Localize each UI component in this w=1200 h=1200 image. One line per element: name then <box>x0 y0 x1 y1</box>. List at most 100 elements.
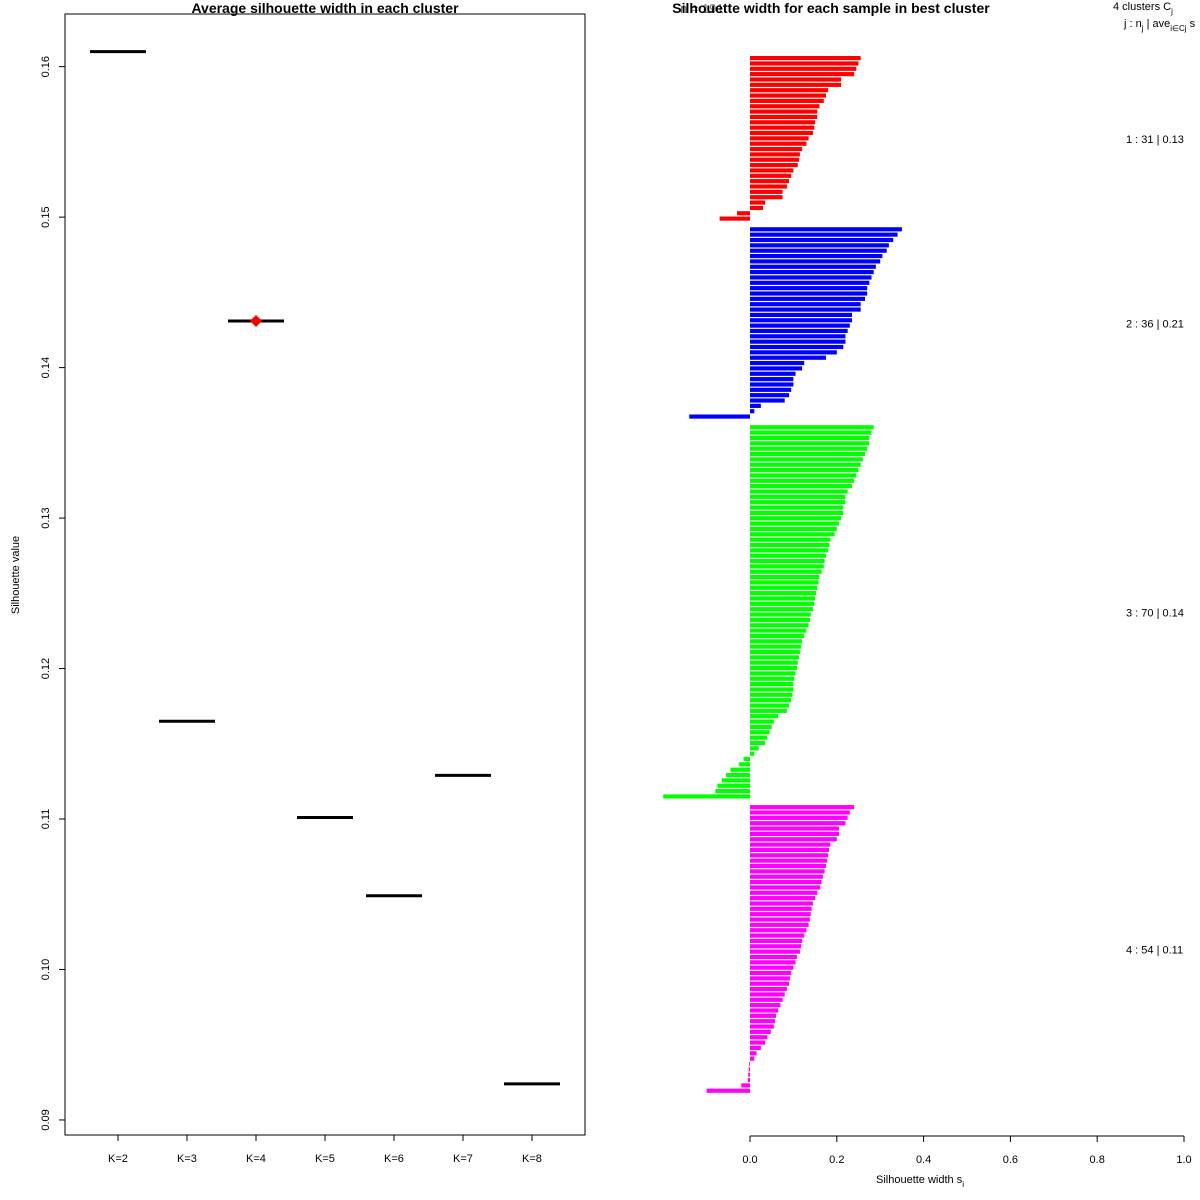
silhouette-bar <box>736 211 750 216</box>
silhouette-bar <box>750 366 803 371</box>
left-x-axis: K=2 K=3 K=4 K=5 K=6 K=7 K=8 <box>108 1135 542 1165</box>
silhouette-bar <box>750 1019 776 1024</box>
left-x-tick-label: K=7 <box>453 1153 473 1165</box>
silhouette-bar <box>750 644 802 649</box>
right-x-tick-label: 0.2 <box>829 1154 844 1166</box>
silhouette-bar <box>750 307 861 312</box>
silhouette-bar <box>719 216 750 221</box>
right-bars <box>663 56 902 1093</box>
silhouette-bar <box>750 98 824 103</box>
silhouette-bar <box>750 93 826 98</box>
silhouette-bar <box>750 1013 777 1018</box>
silhouette-bar <box>750 489 848 494</box>
silhouette-bar <box>750 360 805 366</box>
silhouette-bar <box>750 751 755 756</box>
silhouette-bar <box>750 280 870 285</box>
silhouette-bar <box>750 275 872 280</box>
silhouette-bar <box>750 195 783 200</box>
silhouette-bar <box>750 633 805 639</box>
left-y-tick-label: 0.14 <box>40 357 52 378</box>
silhouette-bar <box>750 302 861 307</box>
silhouette-bar <box>750 944 802 949</box>
silhouette-bar <box>750 136 809 141</box>
silhouette-bar <box>750 88 829 93</box>
left-chart-title: Average silhouette width in each cluster <box>191 0 459 16</box>
silhouette-bar <box>750 532 835 537</box>
left-y-tick-label: 0.10 <box>40 959 52 980</box>
silhouette-bar <box>750 200 766 205</box>
silhouette-bar <box>750 580 819 585</box>
silhouette-bar <box>750 473 857 478</box>
right-x-axis-label: Silhouette width si <box>876 1174 964 1189</box>
silhouette-bar <box>750 1051 757 1056</box>
left-y-tick-label: 0.09 <box>40 1109 52 1130</box>
silhouette-bar <box>750 371 796 376</box>
silhouette-bar <box>750 682 794 687</box>
silhouette-bar <box>750 660 798 665</box>
legend-header-1-main: 4 clusters C <box>1113 1 1171 13</box>
right-x-tick-label: 0.0 <box>742 1154 757 1166</box>
silhouette-bar <box>750 318 852 323</box>
left-x-tick-label: K=4 <box>246 1153 266 1165</box>
legend-header-line-1: 4 clusters Cj <box>1113 1 1173 16</box>
silhouette-bar <box>750 72 855 77</box>
silhouette-bar <box>750 628 807 633</box>
silhouette-bar <box>750 960 796 965</box>
silhouette-bar <box>750 152 800 157</box>
silhouette-bar <box>750 981 790 986</box>
silhouette-bar <box>750 56 861 61</box>
left-y-axis: 0.09 0.10 0.11 0.12 0.13 0.14 0.15 0.16 <box>40 56 65 1131</box>
silhouette-bar <box>750 735 768 740</box>
silhouette-bar <box>750 248 887 253</box>
silhouette-bar <box>750 526 837 532</box>
silhouette-bar <box>721 778 750 783</box>
right-x-tick-label: 0.6 <box>1003 1154 1018 1166</box>
silhouette-bar <box>750 976 790 981</box>
silhouette-bar <box>750 312 852 317</box>
silhouette-bar <box>750 965 794 970</box>
right-title-overlap-text: n = 191 <box>680 1 724 16</box>
silhouette-bar <box>750 355 826 360</box>
silhouette-bar <box>750 746 759 751</box>
silhouette-bar <box>750 227 902 232</box>
silhouette-bar <box>750 462 861 467</box>
cluster-summary-label: 3 : 70 | 0.14 <box>1126 607 1184 619</box>
silhouette-bar <box>750 906 812 911</box>
silhouette-bar <box>750 457 863 462</box>
silhouette-bar <box>750 291 868 296</box>
silhouette-bar <box>750 168 794 173</box>
silhouette-bar <box>750 687 794 692</box>
silhouette-bar <box>750 649 800 655</box>
silhouette-bar <box>748 1067 750 1072</box>
silhouette-bar <box>750 970 792 976</box>
silhouette-bar <box>750 510 844 515</box>
silhouette-bar <box>750 505 844 510</box>
silhouette-bar <box>750 484 852 489</box>
right-x-tick-label: 0.8 <box>1090 1154 1105 1166</box>
silhouette-bar <box>750 655 800 660</box>
silhouette-bar <box>750 831 839 836</box>
legend-header-2-rest: | ave <box>1144 18 1171 30</box>
silhouette-bar <box>750 146 803 152</box>
right-x-tick-label: 0.4 <box>916 1154 931 1166</box>
silhouette-bar <box>750 1024 774 1029</box>
left-panel: Average silhouette width in each cluster… <box>10 0 586 1165</box>
silhouette-bar <box>750 885 821 890</box>
legend-header-2-tail: s <box>1187 18 1196 30</box>
silhouette-bar <box>750 77 842 82</box>
silhouette-bar <box>750 296 866 301</box>
left-x-tick-label: K=2 <box>108 1153 128 1165</box>
silhouette-bar <box>749 1061 750 1067</box>
left-y-axis-label: Silhouette value <box>10 536 22 614</box>
silhouette-bar <box>750 575 820 580</box>
silhouette-bar <box>750 173 792 178</box>
left-y-tick-label: 0.13 <box>40 507 52 528</box>
silhouette-bar <box>750 933 805 938</box>
left-y-tick-label: 0.15 <box>40 206 52 227</box>
cluster-summary-label: 1 : 31 | 0.13 <box>1126 134 1184 146</box>
silhouette-bar <box>750 724 772 729</box>
silhouette-bar <box>750 842 831 847</box>
silhouette-bar <box>750 542 830 548</box>
legend-header-1-sub: j <box>1170 7 1173 16</box>
